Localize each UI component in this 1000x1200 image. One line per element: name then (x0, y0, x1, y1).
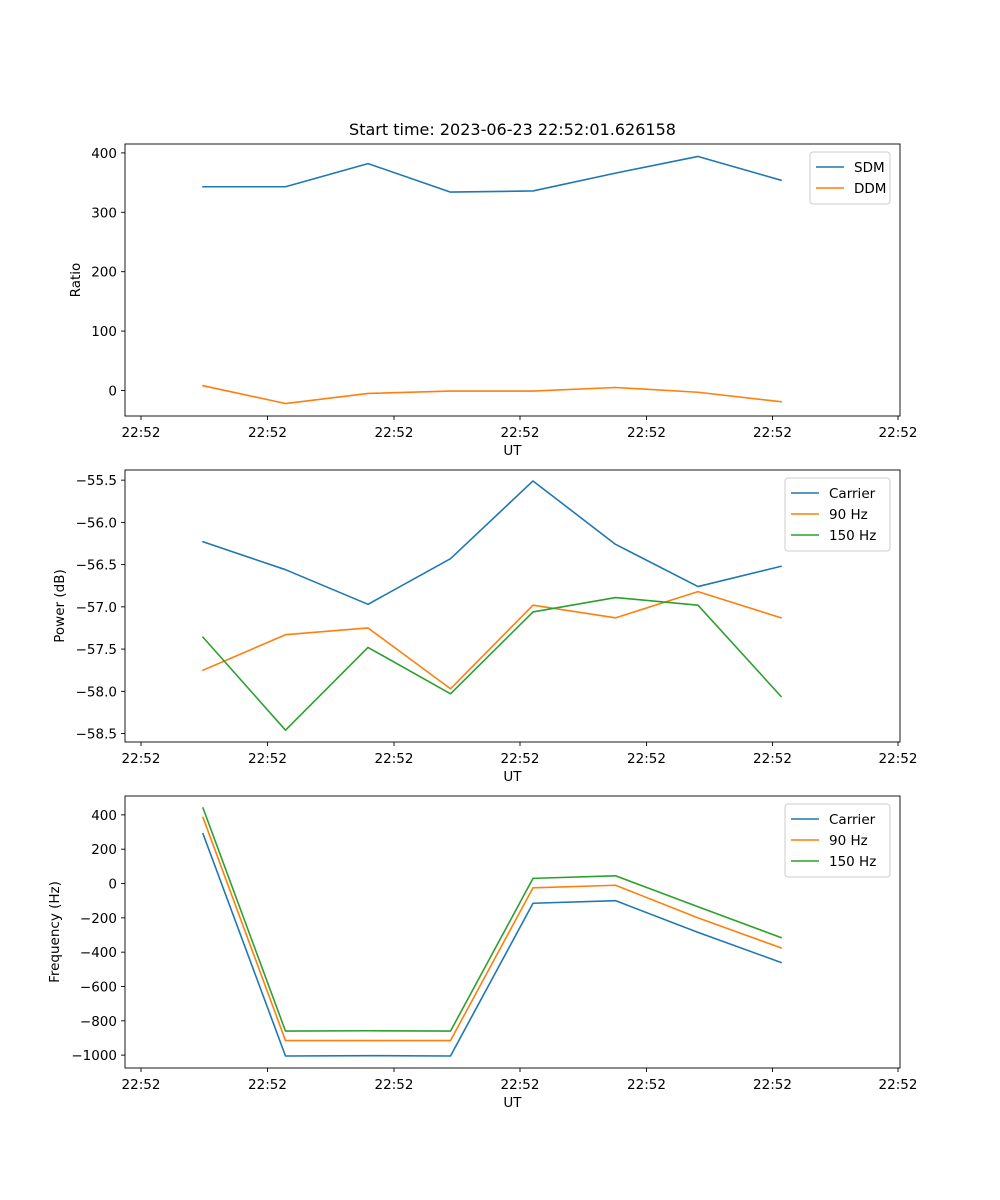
axes-frame (124, 795, 901, 1069)
x-tick-label: 22:52 (627, 751, 666, 767)
x-axis-label: UT (503, 769, 522, 785)
series-line-carrier (201, 480, 782, 606)
y-tick-label: −58.0 (76, 684, 117, 700)
chart-title: Start time: 2023-06-23 22:52:01.626158 (349, 120, 676, 139)
legend-label: SDM (854, 160, 885, 176)
y-tick-label: 400 (91, 146, 117, 162)
legend-label: 150 Hz (829, 854, 876, 870)
legend-label: Carrier (829, 486, 876, 502)
x-axis-label: UT (503, 443, 522, 459)
legend-label: DDM (854, 181, 886, 197)
x-tick-label: 22:52 (248, 425, 287, 441)
y-tick-label: 0 (108, 877, 117, 893)
y-tick-label: 100 (91, 324, 117, 340)
y-tick-label: −56.5 (76, 558, 117, 574)
legend-label: Carrier (829, 812, 876, 828)
axes-frame (124, 143, 901, 417)
y-tick-label: −57.5 (76, 642, 117, 658)
series-line-90-hz (201, 816, 783, 1042)
x-tick-label: 22:52 (753, 1077, 792, 1093)
x-tick-label: 22:52 (627, 425, 666, 441)
panel-2: 22:52 22:52 22:52 22:52 22:52 22:52 22:52 −58.5… (52, 469, 918, 785)
y-tick-label: −800 (80, 1014, 117, 1030)
y-tick-label: −600 (80, 979, 117, 995)
panel-1: 22:52 22:52 22:52 22:52 22:52 22:52 22:52 0 100 2… (68, 120, 917, 459)
axes-frame (124, 469, 901, 743)
x-tick-label: 22:52 (248, 1077, 287, 1093)
x-tick-label: 22:52 (753, 425, 792, 441)
x-tick-label: 22:52 (501, 425, 540, 441)
legend-box (784, 803, 891, 878)
y-tick-label: −1000 (71, 1048, 117, 1064)
x-tick-label: 22:52 (248, 751, 287, 767)
x-tick-label: 22:52 (753, 751, 792, 767)
series-line-150-hz (201, 596, 783, 731)
x-axis-label: UT (503, 1095, 522, 1111)
x-tick-label: 22:52 (122, 425, 161, 441)
series-line-90-hz (201, 590, 783, 690)
series-line-carrier (201, 832, 783, 1057)
x-tick-label: 22:52 (879, 425, 918, 441)
y-tick-label: −58.5 (76, 727, 117, 743)
y-tick-label: 400 (91, 808, 117, 824)
x-tick-label: 22:52 (375, 751, 414, 767)
y-tick-label: −200 (80, 911, 117, 927)
y-tick-label: −56.0 (76, 515, 117, 531)
series-line-sdm (202, 155, 782, 193)
panel-3: 22:52 22:52 22:52 22:52 22:52 22:52 22:52 −1000… (47, 795, 918, 1111)
legend: Carrier 90 Hz 150 Hz (784, 803, 891, 878)
y-tick-label: 300 (91, 205, 117, 221)
y-tick-label: 200 (91, 265, 117, 281)
legend-label: 150 Hz (829, 528, 876, 544)
x-tick-label: 22:52 (627, 1077, 666, 1093)
legend-box (809, 151, 891, 205)
y-axis-label: Frequency (Hz) (47, 881, 63, 983)
x-tick-label: 22:52 (879, 751, 918, 767)
series-line-ddm (202, 384, 782, 405)
legend: SDM DDM (809, 151, 891, 205)
series-line-150-hz (201, 806, 783, 1032)
y-tick-label: −55.5 (76, 473, 117, 489)
legend-label: 90 Hz (829, 833, 868, 849)
legend-box (784, 477, 891, 552)
y-tick-label: 0 (108, 383, 117, 399)
y-axis-label: Power (dB) (52, 569, 68, 642)
x-tick-label: 22:52 (501, 1077, 540, 1093)
x-tick-label: 22:52 (879, 1077, 918, 1093)
x-tick-label: 22:52 (375, 1077, 414, 1093)
x-tick-label: 22:52 (375, 425, 414, 441)
y-tick-label: −400 (80, 945, 117, 961)
x-tick-label: 22:52 (501, 751, 540, 767)
y-tick-label: −57.0 (76, 600, 117, 616)
legend-label: 90 Hz (829, 507, 868, 523)
legend: Carrier 90 Hz 150 Hz (784, 477, 891, 552)
x-tick-label: 22:52 (122, 751, 161, 767)
x-tick-label: 22:52 (122, 1077, 161, 1093)
y-axis-label: Ratio (68, 263, 84, 298)
y-tick-label: 200 (91, 842, 117, 858)
